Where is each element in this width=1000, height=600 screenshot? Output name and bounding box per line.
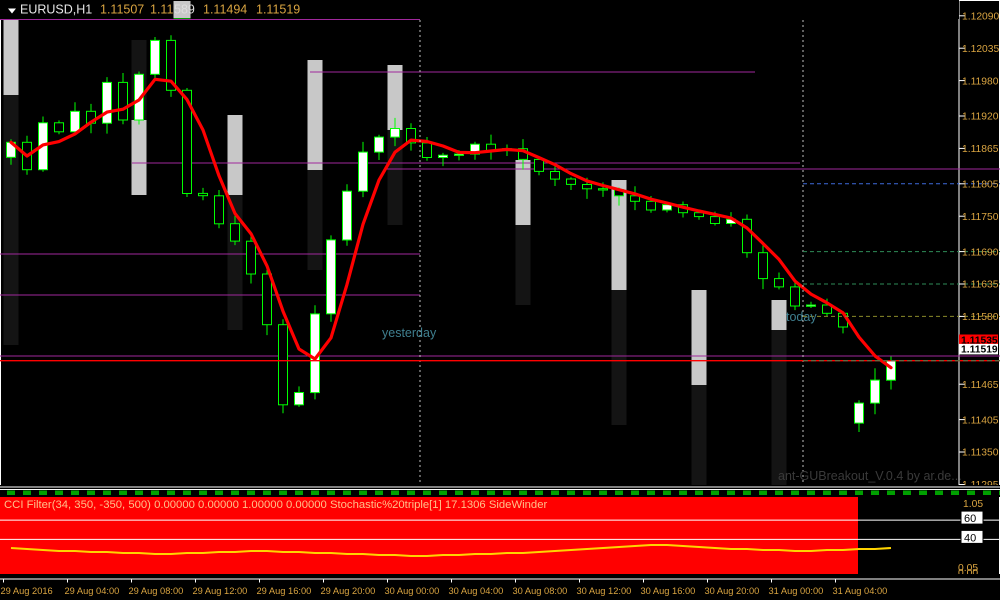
svg-text:30 Aug 08:00: 30 Aug 08:00 [513, 586, 568, 596]
svg-text:31 Aug 00:00: 31 Aug 00:00 [769, 586, 824, 596]
svg-text:29 Aug 12:00: 29 Aug 12:00 [193, 586, 248, 596]
svg-text:1.11865: 1.11865 [962, 144, 999, 155]
svg-text:1.12035: 1.12035 [962, 44, 999, 55]
svg-text:EURUSD,H1: EURUSD,H1 [20, 3, 92, 17]
svg-text:30 Aug 00:00: 30 Aug 00:00 [385, 586, 440, 596]
svg-text:29 Aug 08:00: 29 Aug 08:00 [129, 586, 184, 596]
svg-text:0.05: 0.05 [958, 563, 978, 574]
svg-text:1.11350: 1.11350 [962, 448, 999, 459]
svg-text:1.11405: 1.11405 [962, 415, 999, 426]
svg-text:ant-GUBreakout_V.0.4 by ar.de.: ant-GUBreakout_V.0.4 by ar.de... [778, 469, 962, 483]
svg-text:589: 589 [174, 3, 195, 17]
svg-text:1.11690: 1.11690 [962, 247, 999, 258]
svg-text:30 Aug 04:00: 30 Aug 04:00 [449, 586, 504, 596]
svg-text:1.11465: 1.11465 [962, 380, 999, 391]
svg-text:30 Aug 12:00: 30 Aug 12:00 [577, 586, 632, 596]
svg-text:CCI Filter(34, 350, -350, 500): CCI Filter(34, 350, -350, 500) 0.00000 0… [4, 499, 547, 511]
svg-text:1.11: 1.11 [150, 3, 173, 17]
svg-text:29 Aug 20:00: 29 Aug 20:00 [321, 586, 376, 596]
svg-text:31 Aug 04:00: 31 Aug 04:00 [833, 586, 888, 596]
svg-text:1.11519: 1.11519 [256, 3, 300, 17]
svg-text:1.05: 1.05 [963, 499, 983, 510]
svg-text:40: 40 [964, 532, 976, 544]
svg-text:29 Aug 16:00: 29 Aug 16:00 [257, 586, 312, 596]
svg-text:1.11580: 1.11580 [962, 312, 999, 323]
svg-text:1.11494: 1.11494 [203, 3, 247, 17]
svg-text:1.11750: 1.11750 [962, 212, 999, 223]
svg-text:yesterday: yesterday [382, 326, 437, 340]
svg-text:1.11980: 1.11980 [962, 76, 999, 87]
svg-text:1.11805: 1.11805 [962, 180, 999, 191]
svg-text:1.11519: 1.11519 [961, 345, 998, 356]
svg-text:1.11635: 1.11635 [962, 280, 999, 291]
svg-text:1.11507: 1.11507 [100, 3, 144, 17]
svg-text:today: today [786, 310, 817, 324]
svg-text:29 Aug 2016: 29 Aug 2016 [1, 586, 53, 596]
svg-text:29 Aug 04:00: 29 Aug 04:00 [65, 586, 120, 596]
svg-text:1.12090: 1.12090 [962, 12, 999, 23]
svg-text:1.11920: 1.11920 [962, 112, 999, 123]
svg-text:60: 60 [964, 513, 976, 525]
svg-text:30 Aug 16:00: 30 Aug 16:00 [641, 586, 696, 596]
svg-text:30 Aug 20:00: 30 Aug 20:00 [705, 586, 760, 596]
